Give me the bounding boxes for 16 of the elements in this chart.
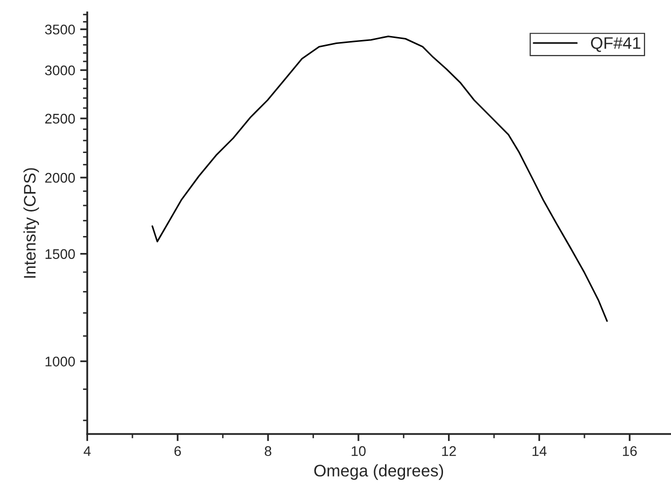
y-tick-label: 2000 (45, 172, 75, 183)
y-tick-label: 1000 (46, 356, 75, 366)
x-tick-label: 10 (352, 446, 366, 456)
y-tick-label: 2500 (45, 114, 75, 124)
legend-label: QF#41 (591, 37, 640, 52)
y-axis-title: Intensity (CPS) (23, 168, 39, 278)
y-tick-label: 3500 (45, 24, 75, 34)
x-tick-label: 14 (532, 446, 547, 456)
y-tick-label: 3000 (45, 65, 75, 76)
x-tick-label: 16 (622, 446, 637, 456)
x-tick-label: 12 (442, 446, 456, 456)
y-tick-label: 1500 (46, 249, 75, 259)
x-tick-label: 8 (264, 446, 272, 456)
x-axis-title: Omega (degrees) (314, 464, 444, 480)
x-tick-label: 6 (174, 446, 181, 456)
x-tick-label: 4 (84, 446, 91, 456)
